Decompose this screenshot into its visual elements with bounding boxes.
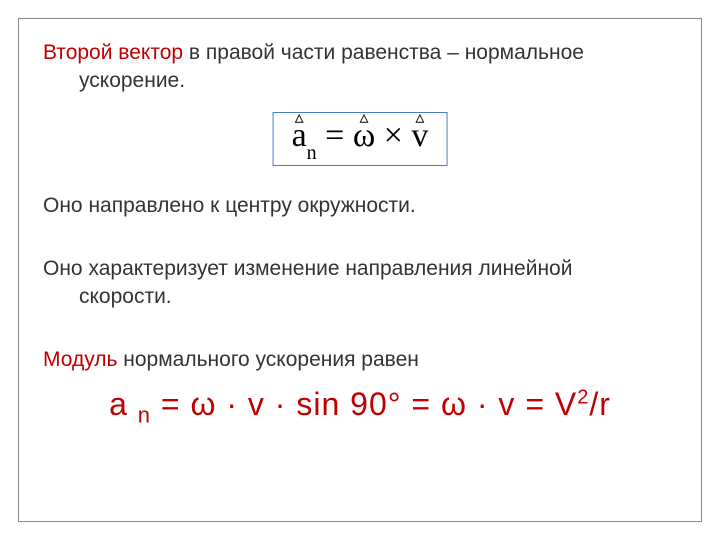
p1-rest2: ускорение. xyxy=(43,67,677,95)
formula-omega-vec: ▵ ω xyxy=(353,117,375,155)
fl-mid: = ω · v · sin 90° = ω · v = V xyxy=(151,386,577,422)
formula-box: ▵ a n = ▵ ω × ▵ v xyxy=(273,112,448,167)
spacer xyxy=(43,233,677,255)
vec-arrow-icon: ▵ xyxy=(295,113,304,122)
paragraph-3: Оно характеризует изменение направления … xyxy=(43,255,677,312)
formula-v-vec: ▵ v xyxy=(411,117,428,155)
p4-highlight: Модуль xyxy=(43,348,117,371)
formula-a-vec: ▵ a xyxy=(292,117,307,155)
p1-highlight: Второй вектор xyxy=(43,41,183,64)
formula-eq: = xyxy=(325,117,353,154)
spacer xyxy=(43,184,677,192)
p4-rest: нормального ускорения равен xyxy=(117,348,418,371)
slide-frame: Второй вектор в правой части равенства –… xyxy=(18,18,702,522)
fl-lhs: a xyxy=(109,386,138,422)
formula-times: × xyxy=(384,117,403,154)
paragraph-2: Оно направлено к центру окружности. xyxy=(43,192,677,220)
paragraph-1: Второй вектор в правой части равенства –… xyxy=(43,39,677,96)
fl-sub-n: n xyxy=(138,402,151,427)
fl-sup-2: 2 xyxy=(577,386,589,408)
p3-line2: скорости. xyxy=(43,283,677,311)
p3-line1: Оно характеризует изменение направления … xyxy=(43,257,572,280)
spacer xyxy=(43,324,677,346)
fl-tail: /r xyxy=(589,386,611,422)
vec-arrow-icon: ▵ xyxy=(360,113,369,122)
paragraph-4: Модуль нормального ускорения равен xyxy=(43,346,677,374)
vec-arrow-icon: ▵ xyxy=(415,113,424,122)
formula-sub-n: n xyxy=(307,142,317,164)
formula-line: a n = ω · v · sin 90° = ω · v = V2/r xyxy=(43,386,677,428)
p1-rest1: в правой части равенства – нормальное xyxy=(183,41,584,64)
